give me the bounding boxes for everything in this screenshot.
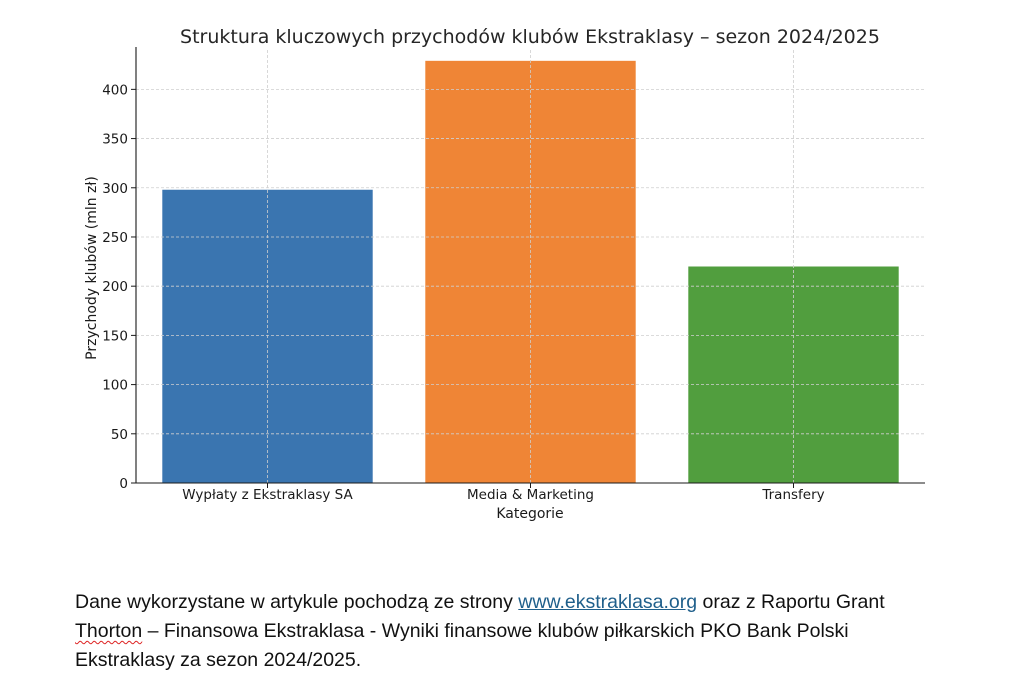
y-tick-label: 150	[102, 328, 128, 344]
y-axis-label: Przychody klubów (mln zł)	[84, 176, 100, 360]
source-footnote: Dane wykorzystane w artykule pochodzą ze…	[75, 588, 935, 675]
footnote-misspelled-word: Thorton	[75, 620, 143, 642]
footnote-text-3: – Finansowa Ekstraklasa - Wyniki finanso…	[75, 620, 849, 671]
y-tick-label: 100	[102, 378, 128, 394]
bar-chart: Struktura kluczowych przychodów klubów E…	[84, 26, 925, 522]
grid-lines	[136, 50, 925, 483]
x-axis-label: Kategorie	[496, 506, 563, 522]
y-tick-label: 250	[102, 230, 128, 246]
y-tick-label: 300	[102, 181, 128, 197]
y-tick-label: 0	[119, 476, 128, 492]
x-tick-label: Wypłaty z Ekstraklasy SA	[182, 487, 353, 503]
tick-labels: 0 50 100 150 200 250 300 350 400 Wypłaty z Ekstra…	[102, 82, 824, 503]
footnote-text-2: oraz z Raportu Grant	[697, 591, 885, 613]
chart-title: Struktura kluczowych przychodów klubów E…	[180, 26, 880, 48]
footnote-text-1: Dane wykorzystane w artykule pochodzą ze…	[75, 591, 519, 613]
ekstraklasa-link[interactable]: www.ekstraklasa.org	[518, 591, 698, 613]
y-tick-label: 400	[102, 82, 128, 98]
y-tick-label: 350	[102, 132, 128, 148]
y-tick-label: 50	[111, 427, 128, 443]
axes	[131, 47, 925, 488]
x-tick-label: Media & Marketing	[467, 487, 594, 503]
x-tick-label: Transfery	[761, 487, 824, 503]
y-tick-label: 200	[102, 279, 128, 295]
